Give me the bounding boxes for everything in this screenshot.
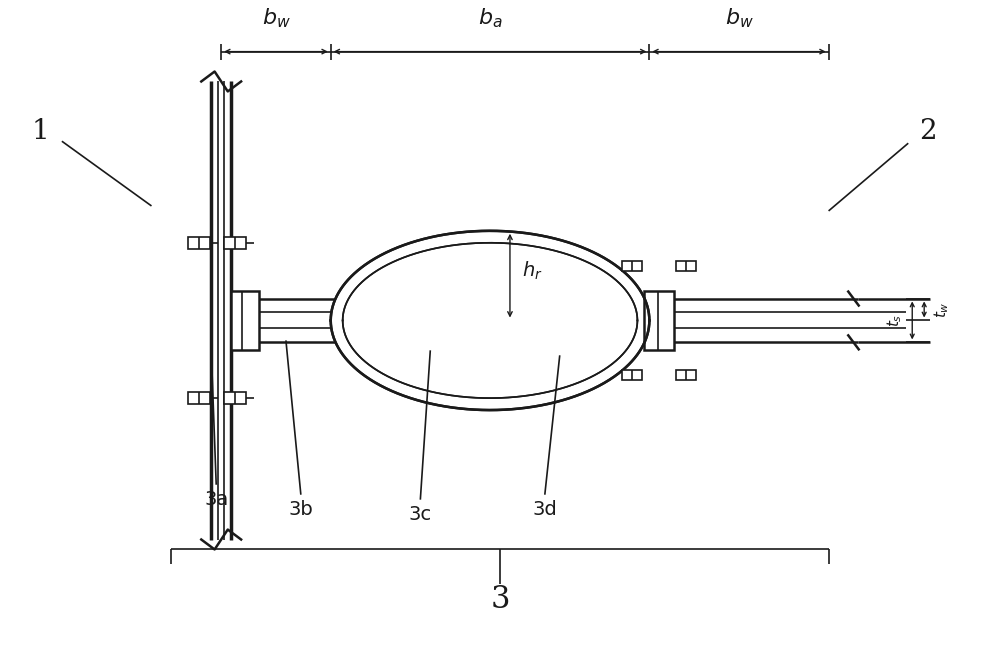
Text: $t_s$: $t_s$ [885,314,904,327]
Text: $t_w$: $t_w$ [933,301,951,318]
Text: 3d: 3d [532,500,557,519]
Text: $b_w$: $b_w$ [262,6,290,30]
Bar [188,237,210,248]
Bar [231,291,259,351]
Bar [188,392,210,404]
Text: 3a: 3a [204,490,228,509]
Text: 3b: 3b [288,500,313,519]
Text: 3c: 3c [409,505,432,524]
Text: 3: 3 [490,584,510,615]
Polygon shape [331,231,649,410]
Bar [622,370,642,380]
Text: $h_r$: $h_r$ [522,260,543,282]
Bar [676,370,696,380]
Bar [224,237,246,248]
Text: $b_w$: $b_w$ [725,6,753,30]
Bar [644,291,674,351]
Bar [224,392,246,404]
Bar [676,261,696,271]
Text: 1: 1 [31,118,49,145]
Text: $b_a$: $b_a$ [478,6,502,30]
Text: 2: 2 [919,118,937,145]
Bar [622,261,642,271]
